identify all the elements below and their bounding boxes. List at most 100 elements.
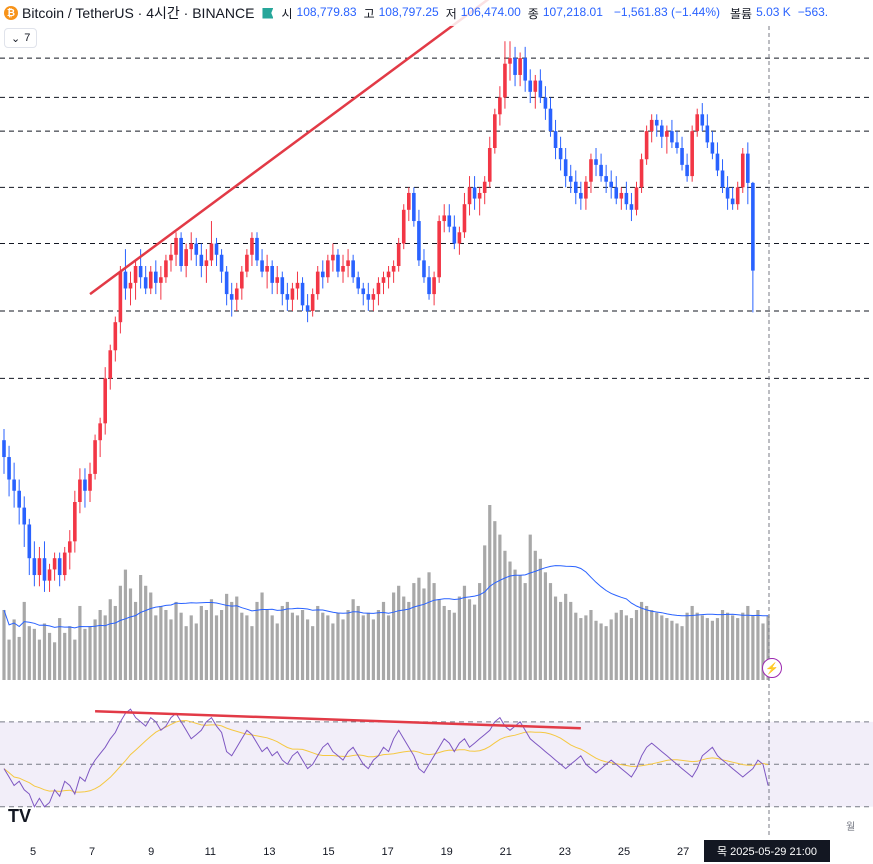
candle-body (290, 288, 295, 300)
candle-body (740, 153, 745, 188)
candle-body (381, 277, 386, 283)
candle-body (27, 524, 32, 559)
candle-body (467, 187, 472, 205)
candle-body (12, 479, 16, 491)
indicators-toggle-button[interactable]: ⌄ 7 (4, 28, 38, 48)
candle-body (442, 215, 447, 222)
tradingview-logo[interactable]: TV (8, 806, 32, 826)
candle-body (579, 192, 583, 199)
volume-bar (376, 610, 381, 680)
candle-body (543, 97, 548, 109)
volume-bar (22, 601, 26, 680)
volume-bar (432, 583, 436, 680)
chart-header: ₿ Bitcoin / TetherUS · 4시간 · BINANCE 시 10… (0, 0, 873, 26)
volume-bar (113, 605, 117, 680)
candle-body (22, 507, 27, 525)
candle-body (462, 204, 467, 233)
volume-bar (27, 626, 31, 680)
volume-bar (204, 610, 208, 680)
volume-bar (209, 599, 214, 680)
volume-bar (139, 575, 143, 680)
candle-body (705, 125, 710, 143)
candle-body (670, 131, 674, 143)
candle-body (528, 80, 533, 92)
volume-bar (118, 585, 122, 680)
volume-bar (690, 605, 694, 680)
volume-bar (478, 583, 482, 680)
candle-body (164, 260, 168, 278)
volume-bar (42, 623, 47, 680)
volume-bar (579, 618, 583, 680)
candle-body (108, 350, 113, 379)
candle-body (401, 209, 406, 244)
volume-bar (169, 619, 173, 680)
candle-body (305, 305, 310, 311)
candle-body (427, 277, 431, 295)
volume-bar (184, 626, 188, 680)
candle-body (42, 558, 47, 581)
volume-bar (255, 601, 259, 680)
candle-body (695, 114, 700, 132)
volume-bar (164, 610, 168, 680)
volume-bar (619, 610, 623, 680)
volume-bar (63, 632, 67, 680)
candle-body (720, 170, 725, 188)
candle-body (78, 479, 82, 502)
candle-body (98, 423, 102, 441)
volume-bar (53, 642, 57, 680)
candle-body (113, 322, 118, 351)
candle-body (746, 153, 750, 183)
candle-body (37, 558, 42, 576)
candle-body (255, 237, 259, 261)
volume-bar (270, 615, 274, 680)
candle-body (735, 187, 740, 205)
volume-bar (736, 618, 740, 680)
volume-bar (133, 601, 138, 680)
volume-bar (746, 605, 750, 680)
volume-bar (645, 605, 649, 680)
volume-bar (214, 615, 219, 680)
candle-body (356, 277, 360, 289)
candle-body (245, 254, 249, 272)
volume-bar (326, 615, 330, 680)
volume-bar (731, 615, 735, 680)
volume-bar (366, 612, 370, 680)
candle-body (710, 142, 715, 154)
volume-bar (265, 610, 269, 680)
alert-bolt-icon[interactable]: ⚡ (762, 658, 782, 678)
candle-body (169, 254, 173, 261)
volume-bar (356, 605, 360, 680)
volume-bar (7, 639, 11, 680)
volume-bar (128, 588, 133, 680)
volume-bar (371, 619, 375, 680)
candle-body (487, 148, 492, 182)
candle-body (73, 502, 77, 542)
candle-body (184, 249, 188, 266)
candle-body (447, 215, 452, 227)
date-tick-label: 13 (263, 846, 276, 858)
flag-icon[interactable] (262, 7, 274, 19)
candle-body (366, 294, 371, 300)
volume-bar (569, 601, 573, 680)
volume-bar (447, 610, 451, 680)
candle-body (391, 266, 396, 272)
volume-bar (12, 619, 16, 680)
candle-body (568, 176, 573, 182)
change-value: −1,561.83 (−1.44%) (613, 4, 720, 19)
volume-bar (245, 615, 249, 680)
candle-body (634, 187, 639, 210)
time-axis[interactable]: 5 7 9 11 13 15 17 19 21 23 25 27 (0, 836, 873, 864)
volume-bar (660, 615, 664, 680)
symbol-title[interactable]: Bitcoin / TetherUS · 4시간 · BINANCE (22, 5, 255, 21)
volume-bar (513, 569, 517, 680)
volume-bar (386, 615, 391, 680)
candle-body (326, 260, 330, 278)
volume-bar (306, 619, 310, 680)
candle-body (386, 271, 391, 278)
volume-bar (634, 610, 639, 680)
candle-body (639, 159, 644, 188)
candle-body (265, 266, 269, 272)
volume-bar (675, 623, 679, 680)
candle-body (675, 142, 679, 148)
